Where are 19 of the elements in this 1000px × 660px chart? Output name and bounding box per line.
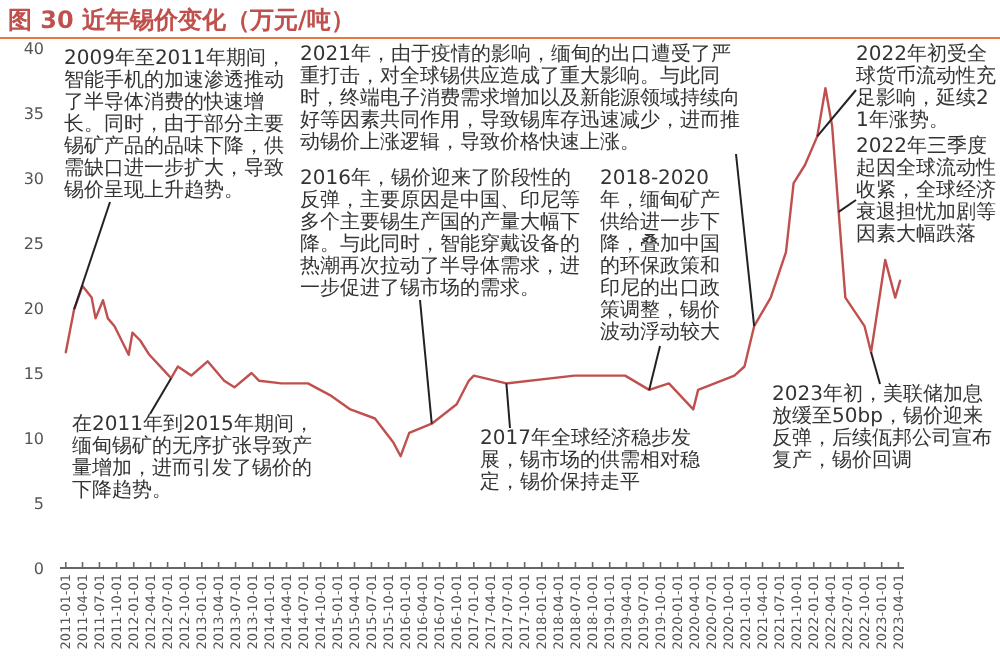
- y-tick-label: 30: [23, 170, 44, 188]
- annotation: 2023年初，美联储加息放缓至50bp，锡价迎来反弹，后续佤邦公司宣布复产，锡价回调: [772, 384, 992, 472]
- annotation: 2018-2020年，缅甸矿产供给进一步下降，叠加中国的环保政策和印尼的出口政策调整，锡价波动浮动较大: [600, 168, 722, 344]
- annotation: 2017年全球经济稳步发展，锡市场的供需相对稳定，锡价保持走平: [480, 428, 702, 494]
- annotation: 2009年至2011年期间，智能手机的加速渗透推动了半导体消费的快速增长。同时，由于部分主要锡矿产品的品味下降，供需缺口进一步扩大，导致锡价呈现上升趋势。: [64, 48, 288, 202]
- y-tick-label: 35: [23, 105, 44, 123]
- y-tick-label: 20: [23, 300, 44, 318]
- annotation: 2021年，由于疫情的影响，缅甸的出口遭受了严重打击，对全球锡供应造成了重大影响。与此同时，终端电子消费需求增加以及新能源领域持续向好等因素共同作用，导致锡库存迅速减少，进而推动锡价上涨逻辑，导致价格快速上涨。: [300, 44, 742, 154]
- annotation: 2016年，锡价迎来了阶段性的反弹，主要原因是中国、印尼等多个主要锡生产国的产量大幅下降。与此同时，智能穿戴设备的热潮再次拉动了半导体需求，进一步促进了锡市场的需求。: [300, 168, 582, 300]
- y-tick-label: 5: [33, 495, 44, 513]
- chart-title: 图 30 近年锡价变化（万元/吨）: [8, 4, 355, 38]
- y-tick-label: 15: [23, 365, 44, 383]
- y-tick-label: 40: [23, 40, 44, 58]
- y-tick-label: 25: [23, 235, 44, 253]
- y-tick-label: 0: [33, 560, 44, 578]
- y-tick-label: 10: [23, 430, 44, 448]
- annotation: 在2011年到2015年期间，缅甸锡矿的无序扩张导致产量增加，进而引发了锡价的下降趋势。: [72, 414, 316, 502]
- annotation: 2022年三季度起因全球流动性收紧，全球经济衰退担忧加剧等因素大幅跌落: [856, 136, 996, 246]
- annotation: 2022年初受全球货币流动性充足影响，延续21年涨势。: [856, 44, 996, 132]
